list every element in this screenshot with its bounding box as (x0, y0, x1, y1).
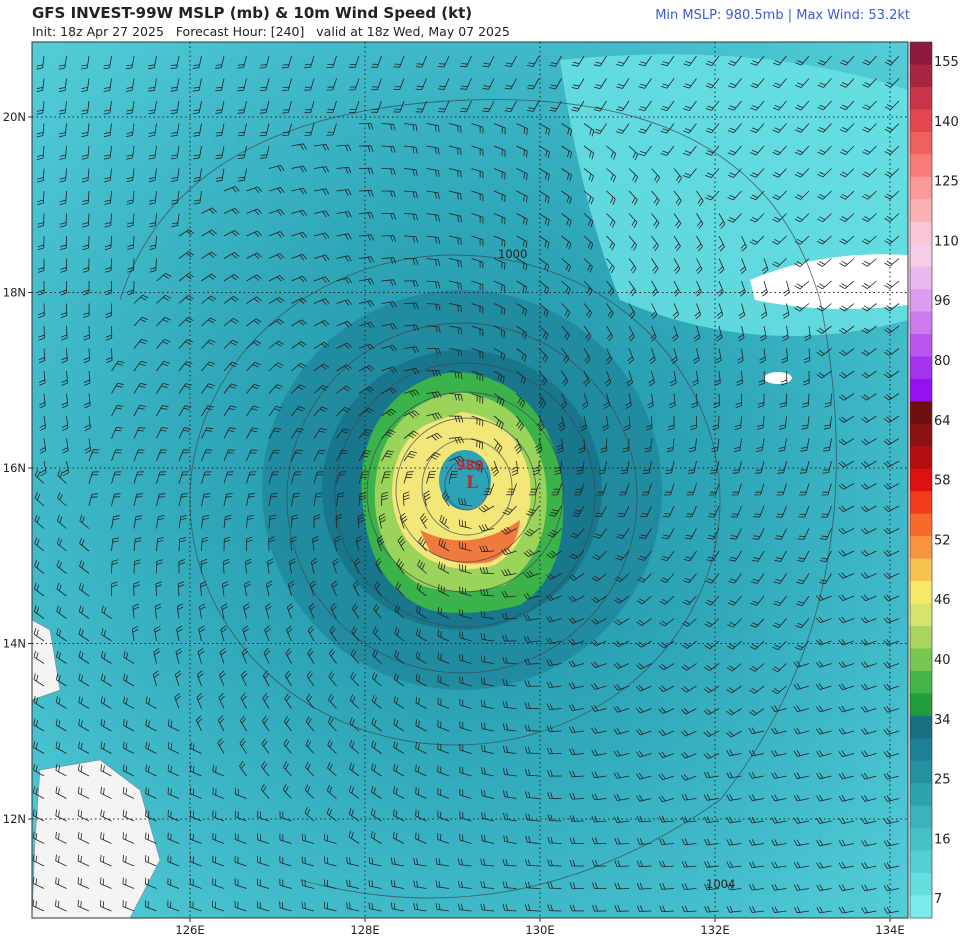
colorbar-swatch (910, 805, 932, 829)
colorbar-frame (909, 41, 933, 919)
lat-label: 12N (3, 812, 26, 826)
lon-label: 134E (875, 923, 904, 937)
isobar-label: 1000 (498, 247, 527, 261)
colorbar-swatch (910, 558, 932, 582)
colorbar-label: 155 (934, 55, 959, 70)
colorbar-swatch (910, 311, 932, 335)
land (32, 619, 161, 918)
lat-label: 16N (3, 461, 26, 475)
colorbar-label: 140 (934, 115, 959, 130)
map-frame (31, 41, 909, 919)
colorbar-swatch (910, 446, 932, 470)
colorbar-swatch (910, 199, 932, 222)
colorbar-label: 80 (934, 354, 951, 369)
colorbar-swatch (910, 109, 932, 133)
colorbar-swatch (910, 131, 932, 155)
colorbar-label: 64 (934, 414, 951, 429)
colorbar-label: 7 (934, 892, 942, 907)
colorbar-label: 34 (934, 713, 951, 728)
colorbar-swatch (910, 895, 932, 919)
colorbar-swatch (910, 468, 932, 492)
colorbar-swatch (910, 266, 932, 290)
wind-field (750, 254, 908, 309)
lat-label: 18N (3, 286, 26, 300)
colorbar-swatch (910, 828, 932, 851)
colorbar-label: 40 (934, 653, 951, 668)
colorbar-swatch (910, 850, 932, 874)
colorbar-label: 58 (934, 474, 951, 489)
colorbar-swatch (910, 536, 932, 559)
colorbar-swatch (910, 221, 932, 245)
colorbar-swatch (910, 356, 932, 380)
lon-label: 130E (525, 923, 554, 937)
colorbar-swatch (910, 154, 932, 178)
colorbar-label: 16 (934, 832, 951, 847)
colorbar-swatch (910, 581, 932, 604)
colorbar-swatch (910, 64, 932, 88)
colorbar-swatch (910, 378, 932, 402)
center-pressure: 980 (456, 459, 483, 474)
colorbar-label: 110 (934, 234, 959, 249)
colorbar-swatch (910, 648, 932, 672)
colorbar-swatch (910, 176, 932, 200)
stats: Min MSLP: 980.5mb | Max Wind: 53.2kt (655, 8, 910, 23)
colorbar-swatch (910, 603, 932, 627)
lon-label: 128E (350, 923, 379, 937)
graticule (32, 42, 908, 918)
wind-barbs (32, 55, 900, 914)
colorbar-swatch (910, 513, 932, 537)
colorbar-label: 52 (934, 533, 951, 548)
wind-field (420, 520, 520, 564)
colorbar-swatch (910, 873, 932, 896)
colorbar-swatch (910, 715, 932, 739)
colorbar-swatch (910, 244, 932, 267)
colorbar-swatch (910, 783, 932, 806)
lat-label: 14N (3, 637, 26, 651)
colorbar-swatch (910, 626, 932, 649)
isobar-label: 1004 (706, 877, 735, 891)
colorbar-swatch (910, 401, 932, 425)
eye (439, 450, 491, 510)
lon-label: 126E (175, 923, 204, 937)
colorbar-swatch (910, 670, 932, 694)
lon-label: 132E (700, 923, 729, 937)
colorbar-label: 25 (934, 773, 951, 788)
title: GFS INVEST-99W MSLP (mb) & 10m Wind Spee… (32, 4, 472, 22)
colorbar-swatch (910, 423, 932, 447)
colorbar-swatch (910, 760, 932, 784)
colorbar-swatch (910, 42, 932, 65)
lat-label: 20N (3, 110, 26, 124)
colorbar-swatch (910, 491, 932, 514)
colorbar-swatch (910, 693, 932, 717)
wind-field (764, 372, 792, 384)
axes: 20N 18N 16N 14N 12N 126E 128E 130E 132E 134E (3, 110, 905, 937)
low-marker: L (466, 473, 478, 493)
colorbar-swatch (910, 86, 932, 110)
colorbar-swatch (910, 334, 932, 357)
colorbar-label: 46 (934, 593, 951, 608)
colorbar: 155 140 125 110 96 80 64 58 52 46 40 34 25 16 7 (909, 41, 959, 919)
map: 1000 1004 980 L (32, 42, 908, 918)
colorbar-swatch (910, 738, 932, 762)
colorbar-label: 125 (934, 175, 959, 190)
colorbar-label: 96 (934, 294, 951, 309)
subtitle: Init: 18z Apr 27 2025 Forecast Hour: [24… (32, 24, 510, 39)
colorbar-swatch (910, 289, 932, 312)
